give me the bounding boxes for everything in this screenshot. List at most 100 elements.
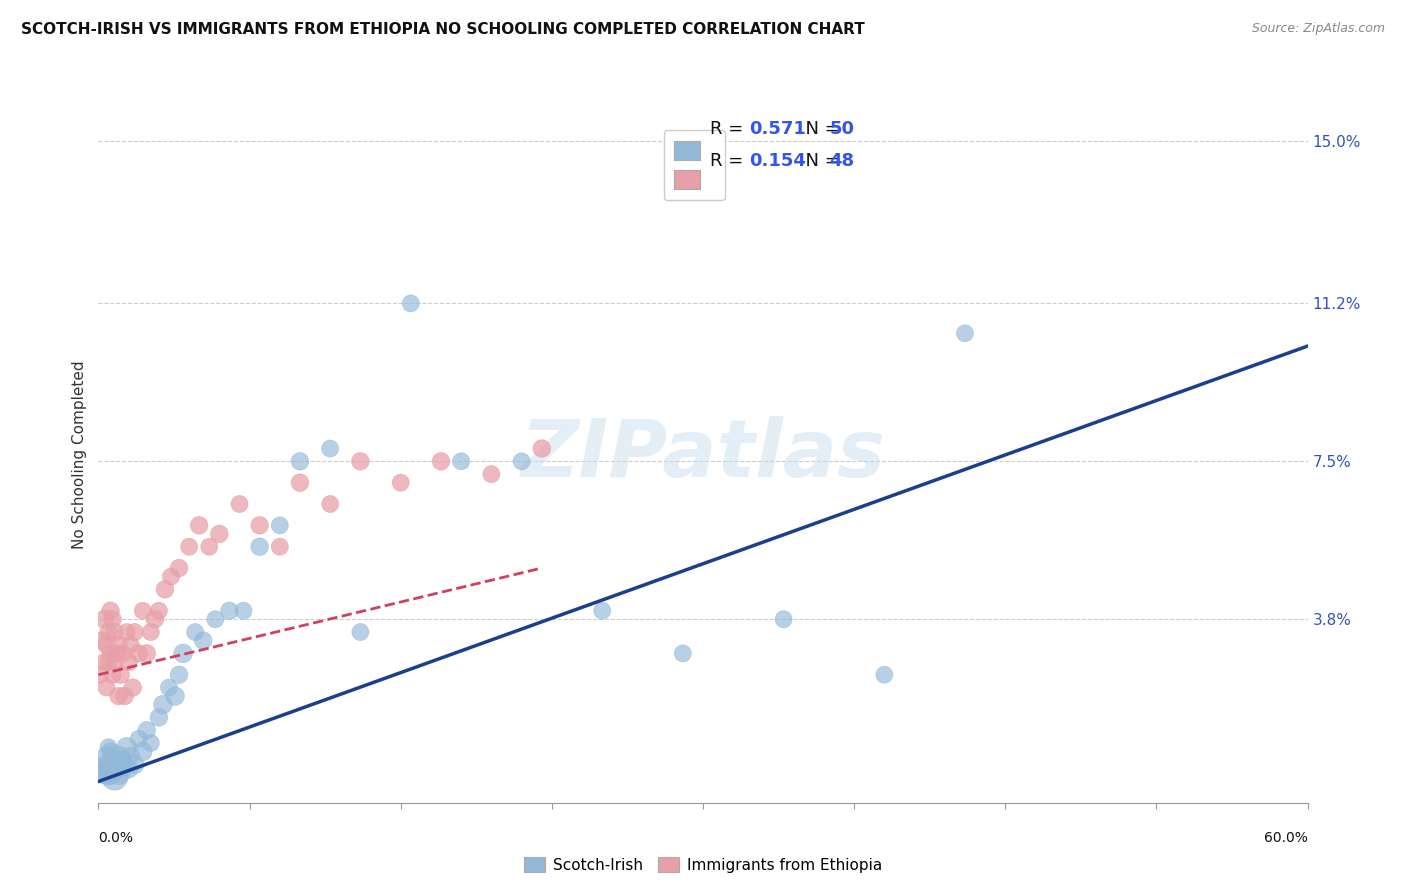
Point: [96, 681, 118, 695]
Point: [107, 689, 129, 703]
Point: [163, 689, 186, 703]
Point: [153, 582, 176, 597]
Point: [103, 770, 125, 784]
Point: [430, 454, 453, 468]
Point: [114, 757, 136, 772]
Y-axis label: No Schooling Completed: No Schooling Completed: [72, 360, 87, 549]
Point: [105, 647, 128, 661]
Text: 48: 48: [830, 152, 855, 169]
Point: [269, 518, 291, 533]
Point: [188, 518, 211, 533]
Point: [179, 540, 201, 554]
Point: [389, 475, 412, 490]
Point: [89, 667, 111, 681]
Point: [319, 442, 342, 456]
Point: [672, 647, 695, 661]
Point: [128, 731, 150, 746]
Point: [101, 667, 124, 681]
Point: [96, 748, 118, 763]
Text: Source: ZipAtlas.com: Source: ZipAtlas.com: [1251, 22, 1385, 36]
Point: [510, 454, 533, 468]
Point: [124, 757, 146, 772]
Point: [107, 766, 129, 780]
Point: [103, 625, 125, 640]
Point: [115, 740, 138, 755]
Point: [148, 604, 170, 618]
Point: [319, 497, 342, 511]
Point: [139, 736, 162, 750]
Point: [124, 625, 146, 640]
Point: [101, 766, 124, 780]
Point: [139, 625, 162, 640]
Text: 60.0%: 60.0%: [1264, 831, 1308, 846]
Point: [118, 762, 141, 776]
Point: [349, 454, 371, 468]
Point: [530, 442, 553, 456]
Point: [184, 625, 207, 640]
Point: [288, 454, 311, 468]
Legend: Scotch-Irish, Immigrants from Ethiopia: Scotch-Irish, Immigrants from Ethiopia: [517, 850, 889, 879]
Point: [450, 454, 472, 468]
Point: [100, 604, 122, 618]
Point: [128, 647, 150, 661]
Point: [91, 762, 114, 776]
Text: 0.0%: 0.0%: [98, 831, 134, 846]
Point: [97, 625, 120, 640]
Point: [97, 655, 120, 669]
Point: [204, 612, 226, 626]
Point: [167, 561, 190, 575]
Point: [93, 655, 115, 669]
Point: [193, 633, 215, 648]
Text: N =: N =: [794, 152, 846, 169]
Point: [135, 647, 157, 661]
Point: [172, 647, 194, 661]
Text: 0.571: 0.571: [749, 120, 806, 138]
Point: [132, 745, 155, 759]
Point: [481, 467, 503, 482]
Point: [148, 710, 170, 724]
Point: [167, 667, 190, 681]
Point: [121, 681, 143, 695]
Point: [114, 689, 136, 703]
Point: [115, 625, 138, 640]
Point: [103, 655, 125, 669]
Point: [110, 667, 132, 681]
Point: [953, 326, 976, 341]
Point: [97, 766, 120, 780]
Point: [157, 681, 180, 695]
Point: [198, 540, 221, 554]
Text: R =: R =: [710, 120, 749, 138]
Point: [132, 604, 155, 618]
Point: [93, 612, 115, 626]
Point: [107, 748, 129, 763]
Point: [100, 745, 122, 759]
Point: [873, 667, 896, 681]
Point: [288, 475, 311, 490]
Point: [152, 698, 174, 712]
Text: ZIPatlas: ZIPatlas: [520, 416, 886, 494]
Point: [97, 740, 120, 755]
Point: [591, 604, 613, 618]
Text: 50: 50: [830, 120, 855, 138]
Point: [269, 540, 291, 554]
Point: [228, 497, 250, 511]
Point: [100, 762, 122, 776]
Point: [105, 762, 128, 776]
Point: [101, 753, 124, 767]
Point: [218, 604, 240, 618]
Point: [249, 540, 271, 554]
Point: [93, 766, 115, 780]
Point: [135, 723, 157, 738]
Text: R =: R =: [710, 152, 749, 169]
Text: 0.154: 0.154: [749, 152, 806, 169]
Point: [399, 296, 422, 310]
Point: [249, 518, 271, 533]
Point: [96, 757, 118, 772]
Point: [143, 612, 166, 626]
Point: [772, 612, 794, 626]
Point: [160, 569, 183, 583]
Point: [96, 638, 118, 652]
Point: [349, 625, 371, 640]
Point: [107, 638, 129, 652]
Point: [120, 638, 142, 652]
